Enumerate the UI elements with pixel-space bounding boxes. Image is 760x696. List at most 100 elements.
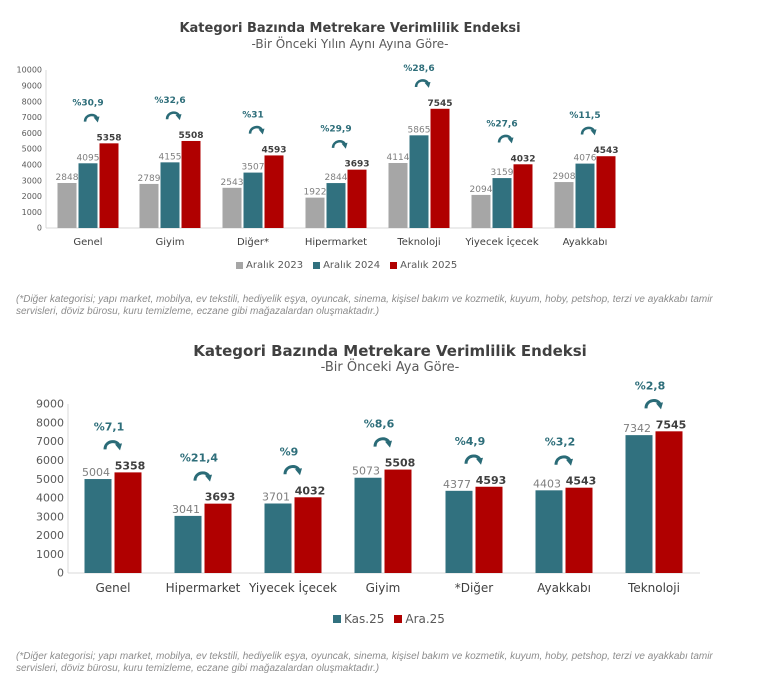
- y-tick-label: 5000: [22, 145, 42, 154]
- y-tick-label: 6000: [36, 454, 64, 467]
- bar: [596, 156, 616, 228]
- bar: [160, 162, 180, 228]
- data-label: 4095: [77, 153, 100, 163]
- change-label: %27,6: [486, 119, 517, 129]
- legend-swatch: [236, 262, 243, 269]
- data-label: 2789: [138, 174, 161, 184]
- y-tick-label: 1000: [36, 548, 64, 561]
- chart1-plot: 0 1000 2000 3000 4000 5000 6000 7000 8000 9000 100…: [17, 64, 619, 248]
- y-tick-label: 2000: [36, 529, 64, 542]
- curved-arrow-icon: [580, 126, 597, 136]
- legend-item: Aralık 2025: [390, 260, 457, 271]
- data-label: 3507: [242, 163, 265, 173]
- data-label: 4076: [574, 154, 597, 164]
- data-label: 5073: [352, 465, 380, 478]
- y-tick-label: 6000: [22, 129, 42, 138]
- chart1-footnote: (*Diğer kategorisi; yapı market, mobilya…: [16, 294, 713, 317]
- change-label: %30,9: [72, 98, 103, 108]
- data-label: 4155: [159, 152, 182, 162]
- data-label: 5004: [82, 466, 110, 479]
- bar: [326, 183, 346, 228]
- curved-arrow-icon: [644, 399, 663, 410]
- legend-swatch: [313, 262, 321, 269]
- bar: [347, 169, 367, 228]
- bar: [655, 431, 683, 573]
- legend-label: Aralık 2023: [246, 260, 304, 271]
- data-label: 7545: [427, 99, 452, 109]
- data-label: 5508: [385, 457, 416, 470]
- curved-arrow-icon: [331, 140, 348, 149]
- chart2-footnote: (*Diğer kategorisi; yapı market, mobilya…: [16, 651, 713, 674]
- bar: [57, 183, 77, 228]
- data-label: 5508: [178, 131, 203, 141]
- category-label: Teknoloji: [396, 237, 440, 248]
- bar: [535, 490, 563, 573]
- bar: [99, 143, 119, 228]
- legend-item: Ara.25: [394, 612, 445, 626]
- category-label: Teknoloji: [627, 581, 680, 595]
- bar: [513, 164, 533, 228]
- bar: [475, 486, 503, 573]
- data-label: 2094: [470, 185, 493, 195]
- y-tick-label: 4000: [22, 160, 42, 169]
- change-label: %7,1: [94, 420, 125, 433]
- y-tick-label: 8000: [22, 97, 42, 106]
- chart2-plot: 0 1000 2000 3000 4000 5000 6000 7000 8000 9000 500…: [36, 380, 700, 595]
- y-tick-label: 5000: [36, 473, 64, 486]
- curved-arrow-icon: [83, 113, 100, 123]
- curved-arrow-icon: [248, 125, 265, 135]
- bar: [114, 472, 142, 573]
- bar: [409, 135, 429, 228]
- y-tick-label: 3000: [36, 510, 64, 523]
- data-label: 3159: [491, 168, 514, 178]
- legend-swatch: [333, 615, 341, 623]
- legend-label: Aralık 2025: [400, 260, 458, 271]
- bar: [492, 178, 512, 228]
- bar: [554, 182, 574, 228]
- legend-swatch: [390, 262, 398, 269]
- category-label: Genel: [73, 237, 102, 248]
- curved-arrow-icon: [414, 79, 431, 88]
- chart1-legend: Aralık 2023 Aralık 2024 Aralık 2025: [236, 260, 457, 271]
- category-label: Hipermarket: [305, 237, 367, 248]
- curved-arrow-icon: [103, 440, 122, 451]
- data-label: 2908: [553, 172, 576, 182]
- data-label: 4403: [533, 477, 561, 490]
- bar: [388, 162, 408, 228]
- data-label: 3693: [205, 491, 236, 504]
- curved-arrow-icon: [373, 437, 392, 448]
- category-label: Diğer*: [237, 236, 269, 248]
- chart1-subtitle: -Bir Önceki Yılın Aynı Ayına Göre-: [251, 37, 449, 51]
- legend-label: Ara.25: [405, 612, 445, 626]
- curved-arrow-icon: [283, 465, 302, 476]
- bar: [243, 172, 263, 228]
- chart1-title: Kategori Bazında Metrekare Verimlilik En…: [179, 21, 521, 36]
- change-label: %28,6: [403, 64, 434, 74]
- data-label: 5358: [96, 133, 121, 143]
- bar: [471, 194, 491, 228]
- curved-arrow-icon: [497, 134, 514, 144]
- legend-label: Aralık 2024: [323, 260, 381, 271]
- bar: [84, 479, 112, 573]
- change-label: %11,5: [569, 111, 600, 121]
- bar: [384, 469, 412, 573]
- y-tick-label: 1000: [22, 208, 42, 217]
- curved-arrow-icon: [554, 455, 573, 466]
- y-tick-label: 8000: [36, 416, 64, 429]
- data-label: 7342: [623, 422, 651, 435]
- y-tick-label: 7000: [36, 435, 64, 448]
- change-label: %31: [242, 110, 264, 120]
- legend-item: Aralık 2023: [236, 260, 303, 271]
- bar: [181, 140, 201, 228]
- bar: [294, 497, 322, 573]
- bar: [204, 503, 232, 573]
- category-label: Giyim: [156, 237, 185, 248]
- data-label: 5865: [408, 125, 431, 135]
- y-tick-label: 0: [37, 224, 42, 233]
- change-label: %9: [280, 445, 299, 458]
- bar: [354, 477, 382, 573]
- data-label: 5358: [115, 459, 146, 472]
- data-label: 4543: [566, 475, 597, 488]
- chart2-title: Kategori Bazında Metrekare Verimlilik En…: [193, 342, 587, 360]
- change-label: %8,6: [364, 418, 395, 431]
